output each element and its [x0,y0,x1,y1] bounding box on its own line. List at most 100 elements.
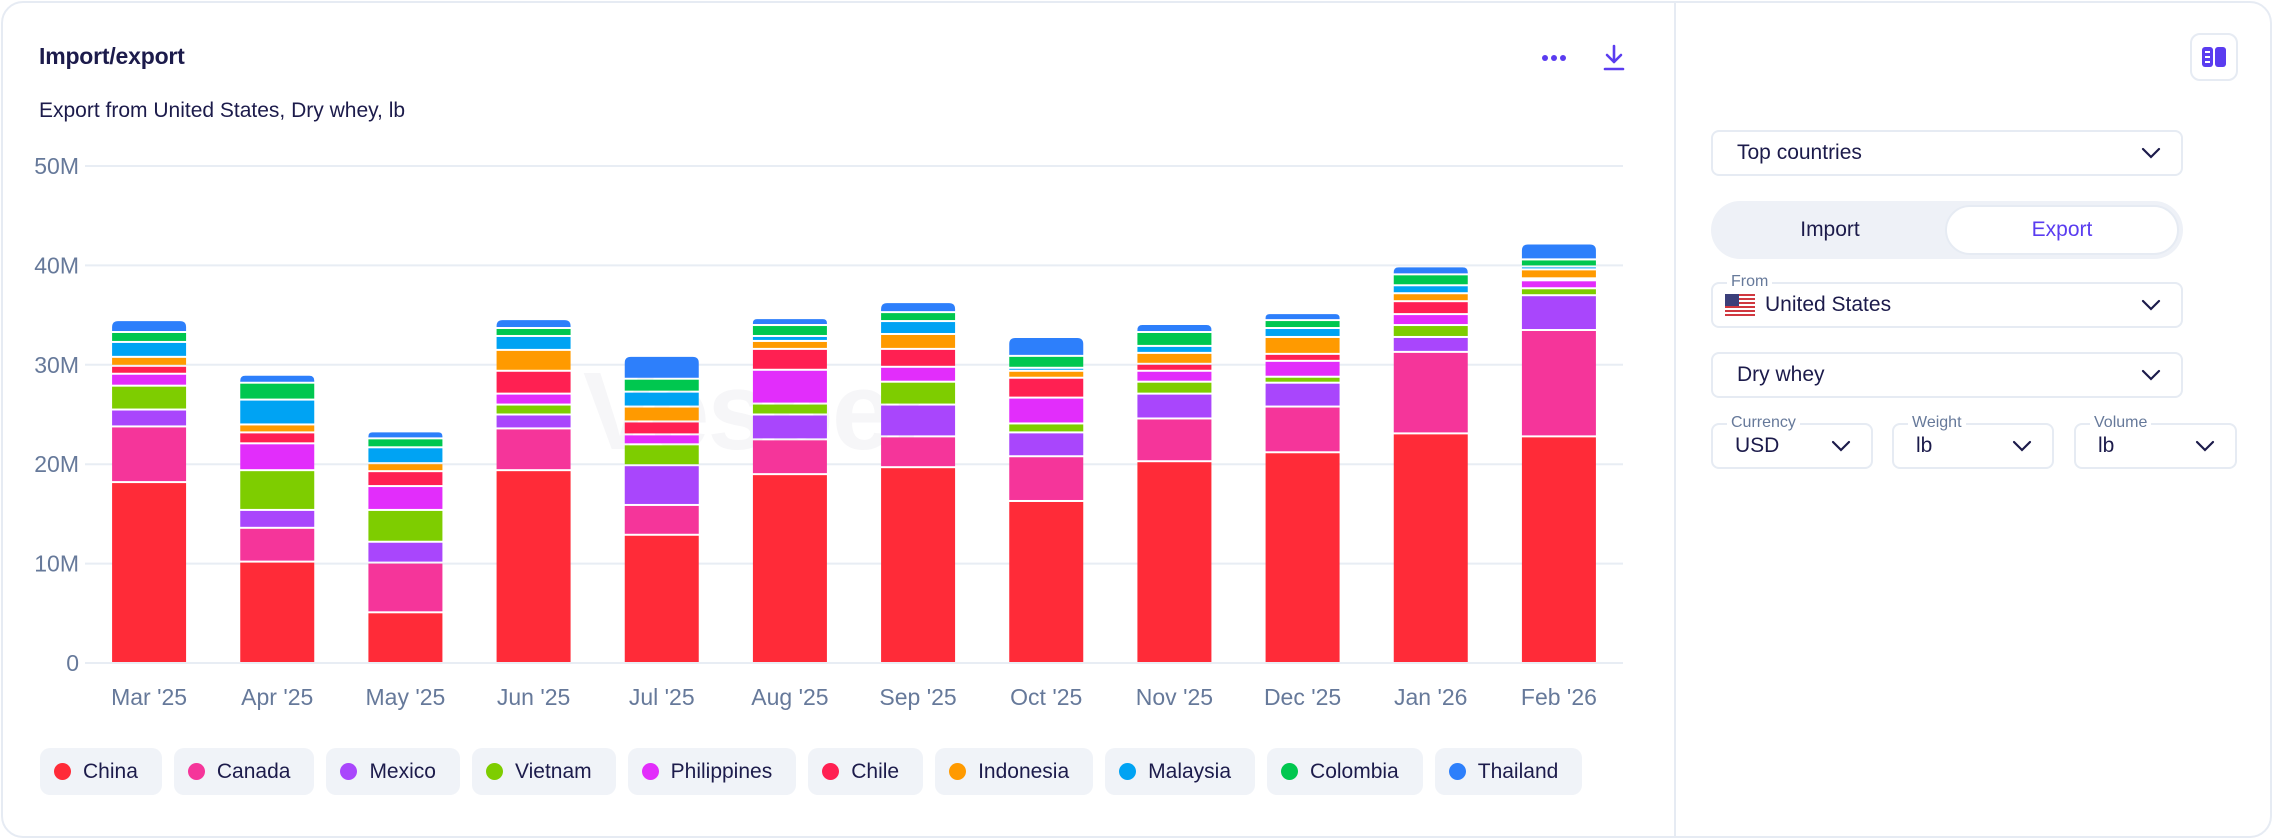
bar-segment-canada[interactable] [496,429,571,470]
bar-segment-vietnam[interactable] [112,386,187,409]
legend-item-mexico[interactable]: Mexico [326,748,460,795]
bar-segment-thailand[interactable] [752,319,827,325]
bar-segment-chile[interactable] [368,472,443,486]
bar-segment-thailand[interactable] [1009,337,1084,355]
bar-segment-mexico[interactable] [1393,337,1468,351]
bar-segment-malaysia[interactable] [368,448,443,463]
bar-segment-philippines[interactable] [240,444,315,470]
bar-segment-china[interactable] [1265,453,1340,662]
bar-segment-malaysia[interactable] [1393,286,1468,293]
bar-segment-canada[interactable] [1137,419,1212,461]
bar-segment-mexico[interactable] [112,410,187,426]
bar-segment-mexico[interactable] [1137,394,1212,418]
bar-segment-canada[interactable] [368,563,443,612]
bar-segment-china[interactable] [496,471,571,662]
bar-segment-china[interactable] [240,562,315,662]
bar-segment-philippines[interactable] [1137,371,1212,381]
bar-segment-vietnam[interactable] [881,382,956,404]
weight-select[interactable]: Weight lb [1892,414,2054,469]
bar-segment-vietnam[interactable] [752,404,827,414]
bar-segment-philippines[interactable] [112,374,187,385]
bar-segment-colombia[interactable] [496,329,571,335]
bar-segment-colombia[interactable] [1521,260,1596,266]
bar-segment-colombia[interactable] [881,313,956,321]
bar-stack[interactable] [368,432,443,662]
bar-segment-canada[interactable] [112,427,187,482]
legend-item-canada[interactable]: Canada [173,748,315,795]
bar-segment-colombia[interactable] [368,439,443,447]
legend-item-indonesia[interactable]: Indonesia [935,748,1094,795]
bar-segment-canada[interactable] [1521,331,1596,436]
bar-segment-malaysia[interactable] [1521,267,1596,269]
bar-segment-vietnam[interactable] [1265,377,1340,382]
bar-segment-canada[interactable] [624,505,699,534]
bar-segment-mexico[interactable] [1265,383,1340,406]
bar-segment-philippines[interactable] [1009,398,1084,423]
bar-segment-thailand[interactable] [496,320,571,328]
bar-segment-colombia[interactable] [1137,332,1212,345]
bar-segment-china[interactable] [881,468,956,662]
bar-segment-philippines[interactable] [1265,361,1340,376]
bar-segment-china[interactable] [1137,462,1212,662]
bar-segment-colombia[interactable] [1265,321,1340,328]
bar-stack[interactable] [624,356,699,662]
bar-segment-philippines[interactable] [752,370,827,403]
bar-stack[interactable] [1265,314,1340,662]
bar-segment-philippines[interactable] [881,367,956,381]
bar-segment-vietnam[interactable] [496,405,571,414]
bar-segment-thailand[interactable] [112,321,187,331]
legend-item-colombia[interactable]: Colombia [1267,748,1423,795]
bar-segment-chile[interactable] [624,422,699,434]
bar-segment-indonesia[interactable] [1137,353,1212,363]
bar-segment-thailand[interactable] [1521,244,1596,259]
bar-segment-mexico[interactable] [624,466,699,504]
bar-segment-malaysia[interactable] [496,336,571,349]
legend-item-philippines[interactable]: Philippines [627,748,797,795]
bar-segment-mexico[interactable] [752,415,827,439]
bar-segment-canada[interactable] [1265,407,1340,452]
bar-segment-chile[interactable] [1265,354,1340,360]
bar-segment-thailand[interactable] [624,356,699,378]
bar-segment-malaysia[interactable] [240,400,315,424]
bar-segment-canada[interactable] [881,437,956,467]
bar-segment-vietnam[interactable] [1137,382,1212,393]
download-button[interactable] [1597,41,1631,75]
panel-toggle-button[interactable] [2190,33,2238,81]
bar-segment-thailand[interactable] [368,432,443,438]
bar-segment-mexico[interactable] [881,405,956,436]
bar-segment-malaysia[interactable] [112,342,187,356]
bar-segment-thailand[interactable] [1393,267,1468,274]
legend-item-thailand[interactable]: Thailand [1434,748,1583,795]
bar-segment-indonesia[interactable] [1521,270,1596,278]
bar-segment-mexico[interactable] [1009,433,1084,456]
bar-segment-vietnam[interactable] [624,445,699,465]
bar-segment-thailand[interactable] [881,303,956,312]
legend-item-china[interactable]: China [40,748,162,795]
bar-segment-indonesia[interactable] [624,407,699,421]
bar-segment-colombia[interactable] [1009,356,1084,367]
bar-stack[interactable] [240,375,315,662]
more-options-button[interactable] [1537,41,1571,75]
bar-segment-canada[interactable] [240,528,315,561]
bar-segment-malaysia[interactable] [881,322,956,333]
bar-stack[interactable] [112,321,187,662]
bar-segment-colombia[interactable] [1393,275,1468,285]
bar-segment-vietnam[interactable] [1393,326,1468,336]
bar-segment-philippines[interactable] [496,394,571,404]
bar-segment-china[interactable] [752,475,827,662]
bar-segment-indonesia[interactable] [881,334,956,348]
view-select[interactable]: Top countries [1711,130,2183,176]
bar-segment-vietnam[interactable] [1009,424,1084,432]
bar-segment-malaysia[interactable] [1265,329,1340,336]
bar-segment-indonesia[interactable] [1009,371,1084,377]
legend-item-chile[interactable]: Chile [808,748,924,795]
bar-segment-thailand[interactable] [240,375,315,382]
bar-segment-vietnam[interactable] [368,510,443,541]
bar-stack[interactable] [1393,267,1468,662]
bar-segment-chile[interactable] [1009,378,1084,397]
bar-segment-malaysia[interactable] [752,336,827,340]
legend-item-vietnam[interactable]: Vietnam [471,748,616,795]
bar-segment-malaysia[interactable] [624,392,699,406]
bar-segment-canada[interactable] [1009,457,1084,500]
bar-segment-philippines[interactable] [1521,281,1596,288]
